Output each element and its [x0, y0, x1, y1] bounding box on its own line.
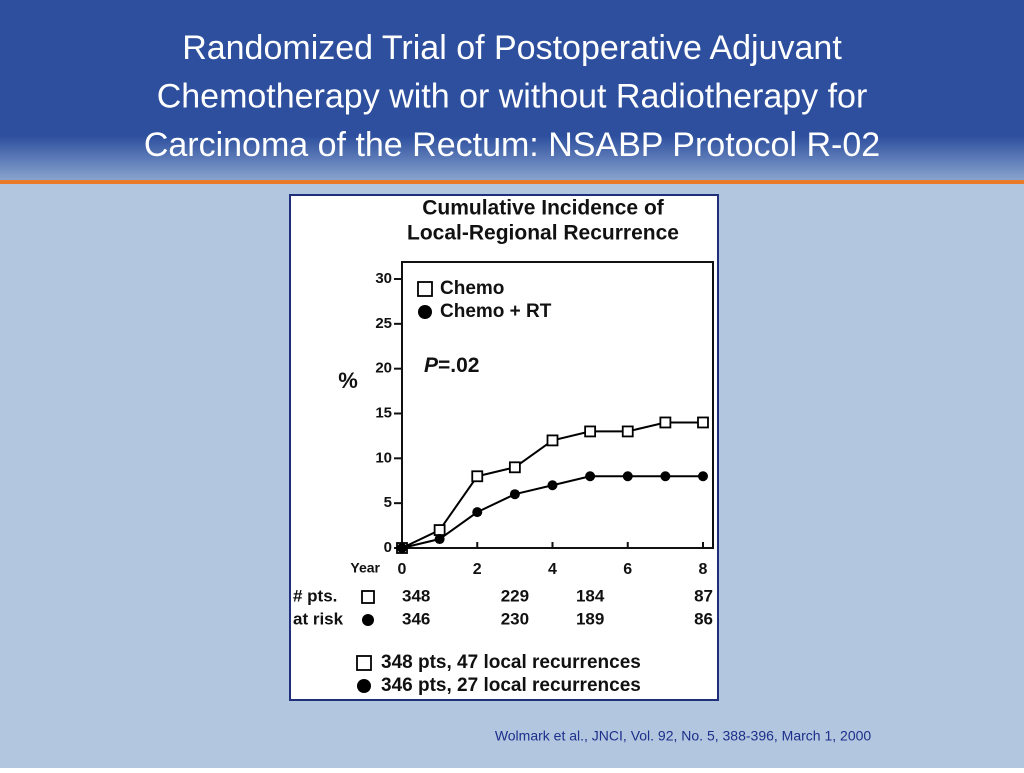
risk-value: 348	[402, 586, 430, 605]
y-tick-label: 20	[375, 360, 392, 377]
chart-title: Local-Regional Recurrence	[407, 222, 679, 245]
y-axis-label: %	[338, 368, 358, 393]
point	[547, 480, 558, 491]
point	[397, 543, 407, 553]
legend-marker	[418, 305, 432, 319]
header-bar	[0, 0, 1024, 181]
y-tick-label: 5	[384, 494, 392, 511]
risk-value: 189	[576, 609, 604, 628]
point	[584, 425, 597, 438]
y-tick-label: 30	[375, 270, 392, 287]
risk-marker	[362, 614, 374, 626]
point	[698, 471, 708, 482]
risk-label: # pts.	[293, 586, 337, 605]
x-tick-label: 6	[623, 561, 632, 578]
risk-marker	[361, 590, 375, 604]
x-axis-label: Year	[350, 560, 380, 576]
slide-title: Carcinoma of the Rectum: NSABP Protocol …	[144, 126, 880, 164]
point	[472, 507, 483, 518]
point	[509, 489, 520, 500]
risk-label: at risk	[293, 609, 344, 628]
plot-frame	[401, 261, 714, 549]
summary-label: 346 pts, 27 local recurrences	[381, 675, 641, 696]
point	[585, 471, 596, 482]
y-tick-label: 25	[375, 315, 392, 332]
summary-marker	[357, 679, 371, 693]
point	[621, 425, 634, 438]
point	[508, 461, 521, 474]
legend-label: Chemo	[440, 278, 504, 299]
chart-panel	[289, 194, 719, 701]
point	[471, 470, 484, 483]
slide-title: Randomized Trial of Postoperative Adjuva…	[182, 29, 842, 67]
slide-title: Chemotherapy with or without Radiotherap…	[157, 77, 868, 115]
point	[660, 471, 671, 482]
point	[622, 471, 633, 482]
annotation-p: P	[424, 354, 439, 377]
x-tick-label: 2	[473, 561, 482, 578]
legend-label: Chemo + RT	[440, 301, 552, 322]
citation: Wolmark et al., JNCI, Vol. 92, No. 5, 38…	[495, 728, 872, 744]
risk-value: 87	[694, 586, 713, 605]
summary-marker	[356, 655, 372, 671]
point	[434, 534, 445, 545]
point	[659, 416, 672, 429]
header-rule	[0, 180, 1024, 184]
point	[697, 416, 709, 429]
risk-value: 184	[576, 586, 605, 605]
y-tick-label: 10	[375, 449, 392, 466]
x-tick-label: 0	[398, 561, 407, 578]
chart-title: Cumulative Incidence of	[422, 197, 665, 220]
y-tick-label: 15	[375, 404, 392, 421]
annotation: P=.02	[424, 354, 479, 377]
risk-value: 229	[501, 586, 529, 605]
risk-value: 230	[501, 609, 529, 628]
summary-label: 348 pts, 47 local recurrences	[381, 652, 641, 673]
point	[433, 524, 446, 536]
x-tick-label: 4	[548, 561, 557, 578]
risk-value: 346	[402, 609, 430, 628]
legend-marker	[417, 281, 433, 297]
point	[546, 434, 559, 447]
x-tick-label: 8	[699, 561, 708, 578]
annotation-value: =.02	[438, 354, 479, 377]
risk-value: 86	[694, 609, 713, 628]
y-tick-label: 0	[384, 539, 392, 556]
